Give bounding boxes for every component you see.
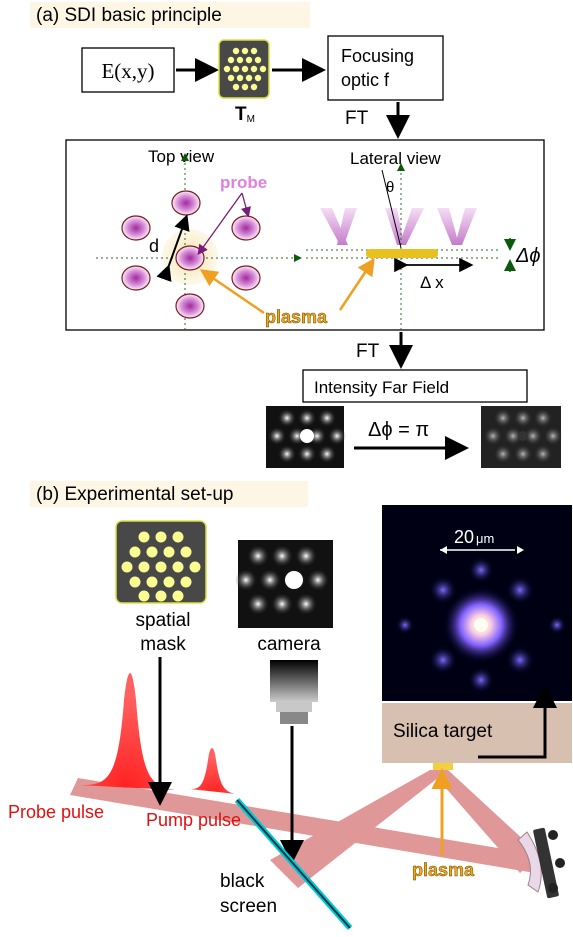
spatial-mask-icon: [115, 520, 207, 604]
scale-bar-right-head: [517, 546, 524, 554]
probe-pulse-label: Probe pulse: [8, 802, 104, 822]
probe-arrow-2: [240, 192, 251, 218]
mirror-icon: [517, 827, 565, 899]
probe-pulse-shape: [78, 673, 175, 790]
phase-shift-label: Δϕ = π: [368, 419, 429, 441]
delta-phi-label: Δϕ: [515, 245, 541, 267]
silica-target-label: Silica target: [393, 721, 493, 742]
section-b-title-bg: [30, 481, 308, 507]
camera-label: camera: [257, 634, 321, 655]
ft-label-2: FT: [356, 341, 380, 362]
silica-target: [382, 703, 572, 763]
section-b-title: (b) Experimental set-up: [36, 484, 233, 505]
theta-label: θ: [386, 179, 394, 196]
probe-arrow-1: [197, 192, 243, 256]
probe-spot: [231, 215, 261, 241]
mask-icon-a: [218, 39, 270, 99]
scale-bar-label: 20 μm: [454, 527, 494, 547]
plasma-spot: [433, 763, 453, 770]
probe-spot: [231, 265, 261, 291]
pump-pulse-shape: [190, 748, 236, 794]
plasma-label-b: plasma: [412, 860, 475, 880]
probe-spot: [121, 215, 151, 241]
camera-image: [235, 540, 333, 628]
field-box-label: E(x,y): [101, 59, 154, 83]
top-view-label: Top view: [148, 147, 215, 166]
lateral-beams: [320, 208, 477, 245]
section-a-title-bg: [30, 2, 310, 28]
imaging-arrow: [478, 684, 557, 759]
plasma-label-a: plasma: [265, 307, 328, 327]
plasma-arrow-top: [199, 269, 265, 315]
spatial-mask-line1: spatial: [136, 610, 191, 631]
beam-paths: [70, 770, 540, 888]
pump-pulse-label: Pump pulse: [146, 810, 241, 830]
spacing-arrow: [156, 214, 190, 283]
far-field-label: Intensity Far Field: [314, 378, 449, 397]
camera-icon: [270, 660, 318, 724]
spacing-label: d: [149, 236, 159, 256]
target-image: [382, 505, 572, 701]
ft-label-1: FT: [345, 108, 369, 129]
mask-label: TM: [235, 104, 255, 125]
far-field-image-initial: [266, 406, 346, 468]
field-box: [81, 47, 175, 93]
black-screen-line1: black: [220, 871, 265, 892]
probe-spot: [175, 245, 205, 271]
probe-label: probe: [220, 173, 267, 192]
delta-x-label: Δ x: [420, 273, 444, 292]
plasma-layer: [366, 249, 438, 258]
probe-spot: [175, 293, 205, 319]
optic-box-line1: Focusing: [341, 46, 414, 66]
probe-spot: [121, 265, 151, 291]
black-screen-line2: screen: [220, 896, 277, 917]
optic-box-line2: optic f: [341, 70, 390, 90]
spatial-mask-line2: mask: [140, 634, 186, 655]
optic-box: [327, 35, 444, 101]
scale-bar-left-head: [440, 546, 447, 554]
theta-ray: [381, 169, 402, 249]
lateral-view-label: Lateral view: [350, 149, 441, 168]
section-a-title: (a) SDI basic principle: [36, 5, 222, 26]
black-screen-inner: [236, 799, 351, 929]
probe-spot: [171, 190, 201, 216]
far-field-image-shifted: [481, 406, 562, 468]
plasma-arrow-lateral: [338, 257, 375, 311]
far-field-box: [302, 369, 528, 403]
